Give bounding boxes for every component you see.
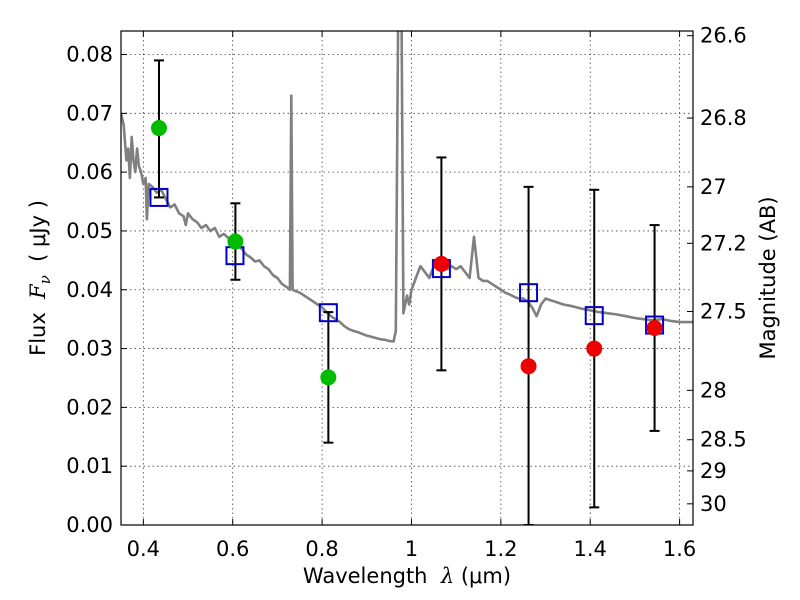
y-axis-label-subscript: ν bbox=[36, 275, 54, 284]
model-square-0 bbox=[149, 187, 169, 207]
y-tick-label-5: 0.05 bbox=[66, 219, 113, 243]
y-tick-label-1: 0.01 bbox=[66, 454, 113, 478]
x-tick-label-6: 1.6 bbox=[663, 537, 696, 561]
y-axis-label-symbol: F bbox=[26, 283, 50, 300]
infrared_detections-point-1 bbox=[520, 358, 537, 375]
y-tick-label-6: 0.06 bbox=[66, 160, 113, 184]
infrared_detections-point-3 bbox=[646, 319, 663, 336]
error-bars bbox=[153, 59, 660, 525]
model-square-5 bbox=[584, 306, 604, 326]
y-axis-label-prefix: Flux bbox=[26, 299, 50, 356]
y2-axis-label: Magnitude (AB) bbox=[756, 196, 780, 359]
y-tick-label-2: 0.02 bbox=[66, 395, 113, 419]
markers bbox=[149, 120, 665, 386]
grid bbox=[121, 31, 693, 526]
optical_detections-point-2 bbox=[320, 369, 337, 386]
optical_detections-point-1 bbox=[227, 233, 244, 250]
y-axis-label-unit: ( μJy ) bbox=[26, 200, 50, 275]
y-tick-label-4: 0.04 bbox=[66, 278, 113, 302]
y2-tick-label-2: 27 bbox=[700, 175, 727, 199]
x-axis-label-symbol: λ bbox=[440, 564, 454, 588]
x-axis-label-unit: (μm) bbox=[454, 564, 511, 588]
y2-tick-label-7: 29 bbox=[700, 459, 727, 483]
x-tick-label-1: 0.6 bbox=[216, 537, 249, 561]
y2-tick-label-1: 26.8 bbox=[700, 106, 747, 130]
infrared_detections-point-2 bbox=[586, 340, 603, 357]
x-axis-label: Wavelength λ (μm) bbox=[303, 564, 511, 588]
y-tick-label-3: 0.03 bbox=[66, 337, 113, 361]
spectrum-line bbox=[121, 31, 693, 343]
y2-tick-label-4: 27.5 bbox=[700, 300, 747, 324]
x-tick-label-0: 0.4 bbox=[127, 537, 160, 561]
y2-tick-label-8: 30 bbox=[700, 492, 727, 516]
y-axis-label: Flux Fν ( μJy ) bbox=[26, 200, 54, 356]
x-axis-label-prefix: Wavelength bbox=[303, 564, 441, 588]
axis-ticks: 0.4 0.6 0.8 1 1.2 1.4 1.6 0.00 0.01 0.02 0.03 0.04 0… bbox=[66, 24, 747, 561]
y-tick-label-0: 0.00 bbox=[66, 513, 113, 537]
x-tick-label-5: 1.4 bbox=[574, 537, 607, 561]
y-tick-label-7: 0.07 bbox=[66, 101, 113, 125]
y2-tick-label-0: 26.6 bbox=[700, 24, 747, 48]
optical_detections-point-0 bbox=[150, 120, 167, 137]
y-tick-label-8: 0.08 bbox=[66, 43, 113, 67]
y2-tick-label-5: 28 bbox=[700, 378, 727, 402]
x-tick-label-2: 0.8 bbox=[305, 537, 338, 561]
plot-frame bbox=[120, 30, 694, 526]
y2-tick-label-6: 28.5 bbox=[700, 428, 747, 452]
y2-tick-label-3: 27.2 bbox=[700, 231, 747, 255]
x-tick-label-3: 1 bbox=[405, 537, 418, 561]
model-square-4 bbox=[519, 283, 539, 303]
model-square-2 bbox=[318, 303, 338, 323]
plot-area bbox=[121, 31, 693, 343]
infrared_detections-point-0 bbox=[433, 255, 450, 272]
x-tick-label-4: 1.2 bbox=[484, 537, 517, 561]
